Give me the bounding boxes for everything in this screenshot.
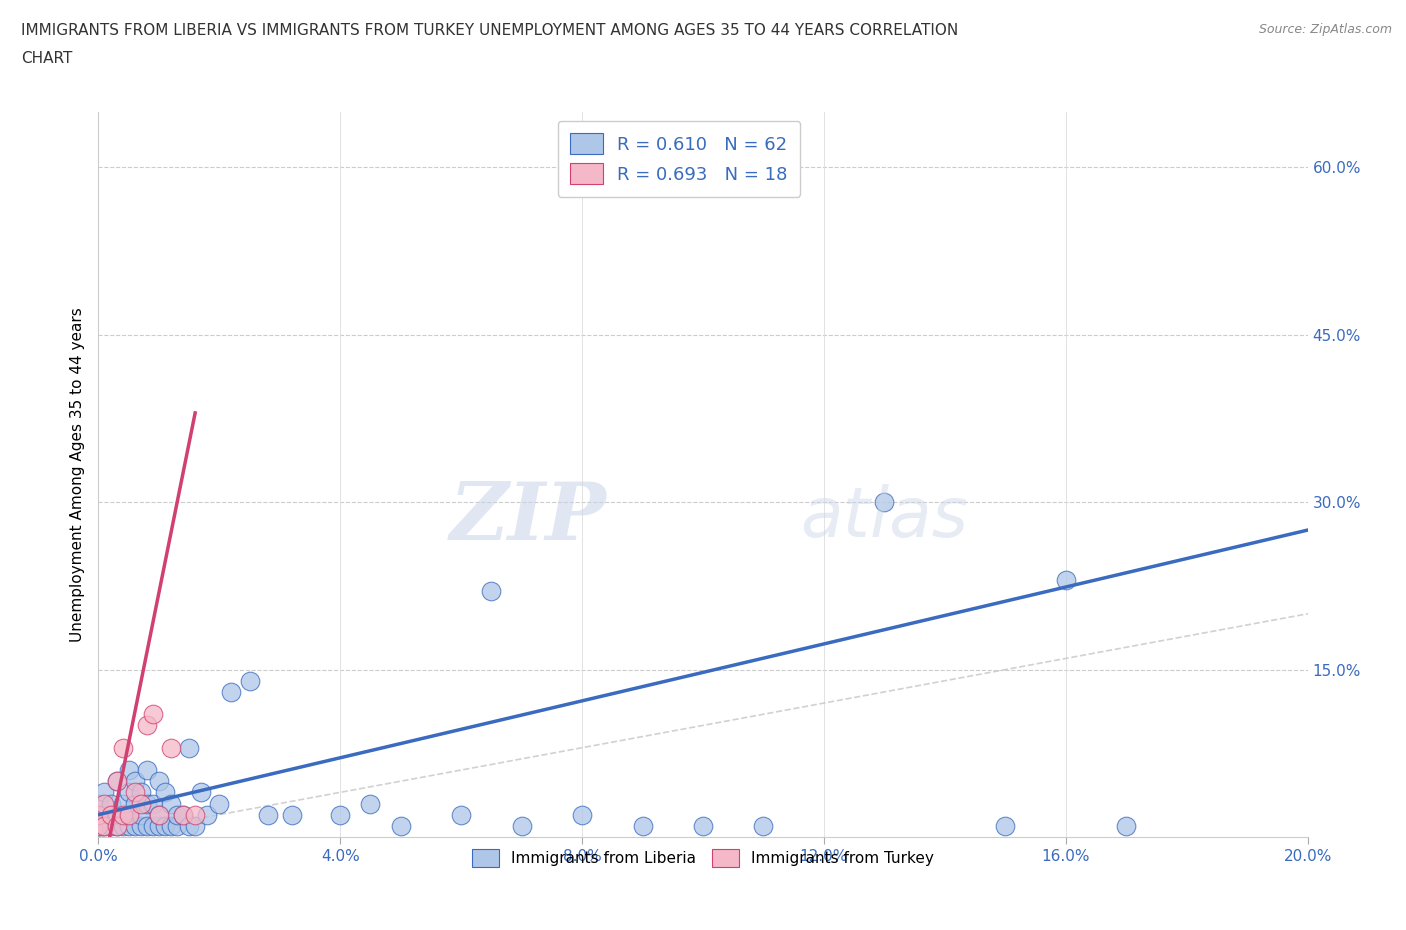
- Point: [172, 807, 194, 822]
- Point: [153, 785, 176, 800]
- Point: [389, 818, 412, 833]
- Point: [135, 718, 157, 733]
- Point: [184, 807, 207, 822]
- Legend: Immigrants from Liberia, Immigrants from Turkey: Immigrants from Liberia, Immigrants from…: [465, 843, 941, 873]
- Point: [100, 818, 122, 833]
- Point: [166, 818, 188, 833]
- Point: [179, 818, 201, 833]
- Point: [93, 818, 115, 833]
- Text: IMMIGRANTS FROM LIBERIA VS IMMIGRANTS FROM TURKEY UNEMPLOYMENT AMONG AGES 35 TO : IMMIGRANTS FROM LIBERIA VS IMMIGRANTS FR…: [21, 23, 959, 38]
- Point: [172, 807, 194, 822]
- Point: [118, 763, 141, 777]
- Point: [1115, 818, 1137, 833]
- Point: [105, 818, 128, 833]
- Point: [153, 818, 176, 833]
- Point: [111, 818, 134, 833]
- Point: [100, 807, 122, 822]
- Point: [124, 774, 146, 789]
- Point: [93, 818, 115, 833]
- Point: [195, 807, 218, 822]
- Point: [87, 818, 110, 833]
- Point: [752, 818, 775, 833]
- Point: [135, 796, 157, 811]
- Point: [160, 740, 183, 755]
- Point: [118, 818, 141, 833]
- Point: [190, 785, 212, 800]
- Point: [105, 818, 128, 833]
- Point: [148, 818, 170, 833]
- Point: [692, 818, 714, 833]
- Point: [994, 818, 1017, 833]
- Text: atlas: atlas: [800, 485, 967, 551]
- Point: [142, 796, 165, 811]
- Point: [100, 796, 122, 811]
- Point: [135, 763, 157, 777]
- Point: [221, 684, 243, 699]
- Point: [93, 807, 115, 822]
- Point: [1054, 573, 1077, 588]
- Point: [329, 807, 352, 822]
- Point: [148, 774, 170, 789]
- Point: [281, 807, 304, 822]
- Point: [142, 818, 165, 833]
- Point: [450, 807, 472, 822]
- Point: [135, 818, 157, 833]
- Point: [93, 796, 115, 811]
- Point: [510, 818, 533, 833]
- Point: [118, 785, 141, 800]
- Point: [105, 774, 128, 789]
- Text: ZIP: ZIP: [450, 479, 606, 556]
- Text: Source: ZipAtlas.com: Source: ZipAtlas.com: [1258, 23, 1392, 36]
- Point: [124, 785, 146, 800]
- Point: [111, 740, 134, 755]
- Point: [129, 796, 152, 811]
- Point: [87, 796, 110, 811]
- Point: [111, 807, 134, 822]
- Point: [105, 774, 128, 789]
- Point: [129, 818, 152, 833]
- Point: [118, 807, 141, 822]
- Point: [571, 807, 593, 822]
- Point: [148, 807, 170, 822]
- Point: [481, 584, 503, 599]
- Point: [93, 785, 115, 800]
- Point: [111, 796, 134, 811]
- Point: [208, 796, 231, 811]
- Point: [239, 673, 262, 688]
- Point: [118, 807, 141, 822]
- Point: [105, 807, 128, 822]
- Point: [160, 796, 183, 811]
- Point: [166, 807, 188, 822]
- Point: [179, 740, 201, 755]
- Point: [160, 818, 183, 833]
- Point: [124, 818, 146, 833]
- Point: [184, 818, 207, 833]
- Point: [148, 807, 170, 822]
- Point: [873, 495, 896, 510]
- Text: CHART: CHART: [21, 51, 73, 66]
- Point: [87, 818, 110, 833]
- Point: [87, 807, 110, 822]
- Point: [142, 707, 165, 722]
- Point: [360, 796, 382, 811]
- Point: [87, 807, 110, 822]
- Y-axis label: Unemployment Among Ages 35 to 44 years: Unemployment Among Ages 35 to 44 years: [69, 307, 84, 642]
- Point: [129, 785, 152, 800]
- Point: [256, 807, 278, 822]
- Point: [129, 807, 152, 822]
- Point: [124, 796, 146, 811]
- Point: [631, 818, 654, 833]
